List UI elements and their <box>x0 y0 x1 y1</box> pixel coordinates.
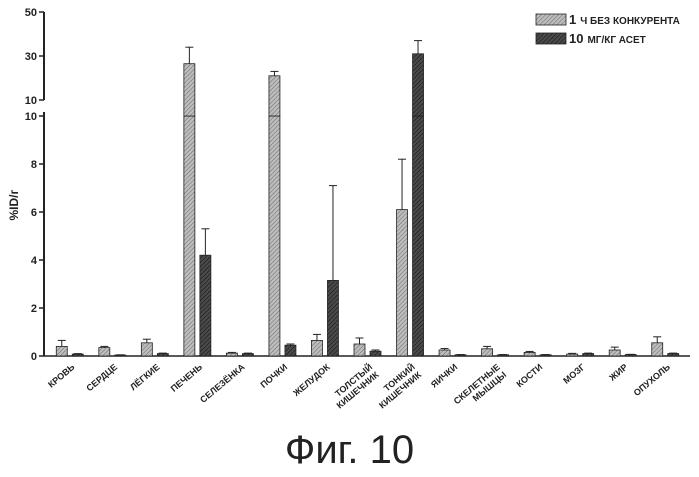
bar <box>353 343 366 357</box>
y-tick-label: 4 <box>31 255 38 267</box>
category-label: СКЕЛЕТНЫЕМЫШЦЫ <box>452 362 509 414</box>
category-label: ПОЧКИ <box>258 362 289 390</box>
bar <box>582 353 595 357</box>
category-label: ПЕЧЕНЬ <box>169 362 205 394</box>
category-label-line: СЕЛЕЗЁНКА <box>198 362 247 405</box>
y-tick-label: 50 <box>25 7 37 19</box>
category-label: ЖЕЛУДОК <box>290 362 332 399</box>
category-label: ЯИЧКИ <box>429 362 459 390</box>
category-label-line: СЕРДЦЕ <box>84 362 119 393</box>
bar <box>438 349 451 357</box>
legend-number: 1 <box>569 12 576 27</box>
bar <box>268 75 281 117</box>
category-label: ОПУХОЛЬ <box>632 362 673 399</box>
bar <box>369 350 382 357</box>
bar <box>481 348 494 357</box>
category-label: МОЗГ <box>561 362 587 386</box>
axes: 0 2 4 6 8 10 10 30 50 <box>25 7 690 363</box>
legend-swatch <box>535 13 567 26</box>
y-tick-label: 8 <box>31 159 37 171</box>
bar <box>396 209 408 357</box>
bar <box>55 345 68 357</box>
bar <box>311 339 323 357</box>
figure-caption: Фиг. 10 <box>284 428 415 472</box>
legend-swatch <box>535 32 567 45</box>
bar <box>523 351 536 357</box>
category-label: СЕРДЦЕ <box>84 362 119 393</box>
bar <box>268 115 281 357</box>
bar <box>156 353 169 357</box>
y-tick-label: 30 <box>25 51 37 63</box>
category-label-line: МОЗГ <box>561 362 587 386</box>
category-label-line: ОПУХОЛЬ <box>632 362 673 399</box>
y-tick-label: 10 <box>25 95 37 107</box>
legend-text-label: Ч БЕЗ КОНКУРЕНТА <box>580 16 680 27</box>
bar <box>199 254 212 357</box>
y-tick-label: 10 <box>25 111 37 123</box>
category-label: КРОВЬ <box>46 362 77 390</box>
legend-number: 10 <box>569 31 583 46</box>
bar <box>412 53 424 117</box>
bar-chart: 0 2 4 6 8 10 10 30 50 КРОВЬ СЕРДЦЕ ЛЁГКИЕ ПЕЧЕНЬСЕЛ… <box>7 7 690 414</box>
category-label: КОСТИ <box>514 362 544 389</box>
legend-entry: 10 МГ/КГ АСЕТ <box>569 31 646 46</box>
category-label-line: ЯИЧКИ <box>429 362 459 390</box>
bar <box>566 353 579 357</box>
category-label-line: КОСТИ <box>514 362 544 389</box>
y-axis-label: %ID/г <box>7 189 21 220</box>
bar <box>183 115 196 357</box>
bar <box>241 353 254 357</box>
category-label-line: ПЕЧЕНЬ <box>169 362 205 394</box>
bar <box>225 352 238 357</box>
y-tick-label: 6 <box>31 207 37 219</box>
bar <box>327 279 339 357</box>
bar <box>71 353 84 357</box>
legend: 1 Ч БЕЗ КОНКУРЕНТА 10 МГ/КГ АСЕТ <box>535 12 680 46</box>
bar <box>608 349 621 357</box>
bar <box>183 63 196 117</box>
category-label-line: ЖЕЛУДОК <box>290 362 332 399</box>
bar <box>98 347 111 357</box>
category-label-line: ЛЁГКИЕ <box>128 362 162 392</box>
bar <box>284 344 297 357</box>
bars <box>55 40 680 357</box>
category-label: ТОНКИЙКИШЕЧНИК <box>370 361 424 411</box>
category-label: ЖИР <box>607 362 630 384</box>
bar <box>140 342 153 357</box>
bar <box>412 115 424 357</box>
bar <box>667 353 680 357</box>
category-label-line: ПОЧКИ <box>258 362 289 390</box>
legend-entry: 1 Ч БЕЗ КОНКУРЕНТА <box>569 12 680 27</box>
category-label: ТОЛСТЫЙКИШЕЧНИК <box>328 361 382 411</box>
bar <box>651 342 664 357</box>
y-tick-label: 2 <box>31 303 37 315</box>
legend-text-label: МГ/КГ АСЕТ <box>587 35 645 46</box>
category-label-line: ЖИР <box>607 362 630 384</box>
y-tick-label: 0 <box>31 351 37 363</box>
category-label: ЛЁГКИЕ <box>128 362 162 392</box>
category-label: СЕЛЕЗЁНКА <box>198 362 247 405</box>
category-label-line: КРОВЬ <box>46 362 77 390</box>
